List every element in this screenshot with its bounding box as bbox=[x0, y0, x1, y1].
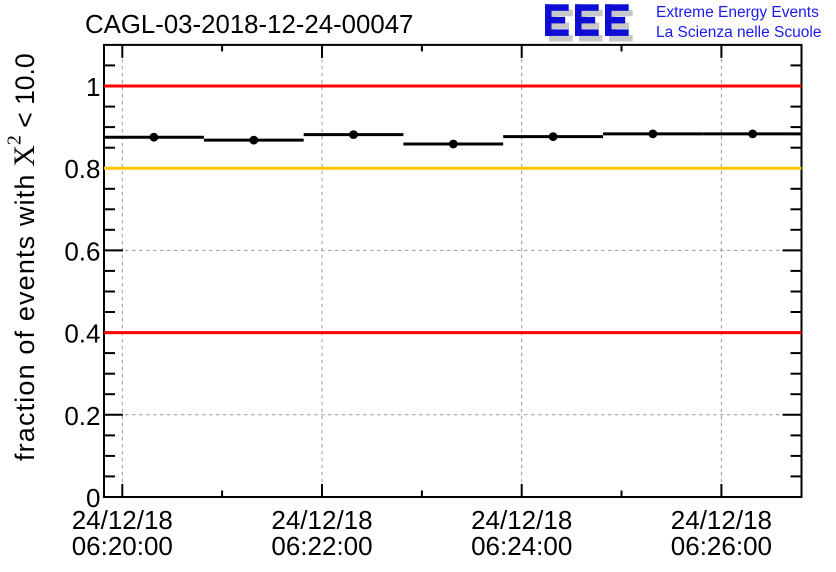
svg-text:0.6: 0.6 bbox=[64, 236, 100, 266]
svg-text:0: 0 bbox=[86, 483, 100, 513]
svg-text:La Scienza nelle Scuole: La Scienza nelle Scuole bbox=[656, 24, 821, 41]
svg-text:24/12/18: 24/12/18 bbox=[72, 505, 173, 535]
svg-text:0.2: 0.2 bbox=[64, 401, 100, 431]
svg-text:CAGL-03-2018-12-24-00047: CAGL-03-2018-12-24-00047 bbox=[85, 11, 413, 39]
svg-text:1: 1 bbox=[86, 72, 100, 102]
svg-text:06:26:00: 06:26:00 bbox=[671, 531, 772, 561]
svg-text:0.8: 0.8 bbox=[64, 154, 100, 184]
svg-text:0.4: 0.4 bbox=[64, 319, 100, 349]
svg-text:X2 < 10.0: X2 < 10.0 bbox=[4, 53, 42, 166]
svg-text:06:24:00: 06:24:00 bbox=[471, 531, 572, 561]
svg-text:24/12/18: 24/12/18 bbox=[671, 505, 772, 535]
svg-text:06:22:00: 06:22:00 bbox=[271, 531, 372, 561]
svg-text:24/12/18: 24/12/18 bbox=[471, 505, 572, 535]
svg-text:fraction of events with: fraction of events with bbox=[10, 173, 40, 461]
svg-text:06:20:00: 06:20:00 bbox=[72, 531, 173, 561]
svg-text:Extreme Energy Events: Extreme Energy Events bbox=[656, 4, 819, 21]
svg-text:24/12/18: 24/12/18 bbox=[271, 505, 372, 535]
